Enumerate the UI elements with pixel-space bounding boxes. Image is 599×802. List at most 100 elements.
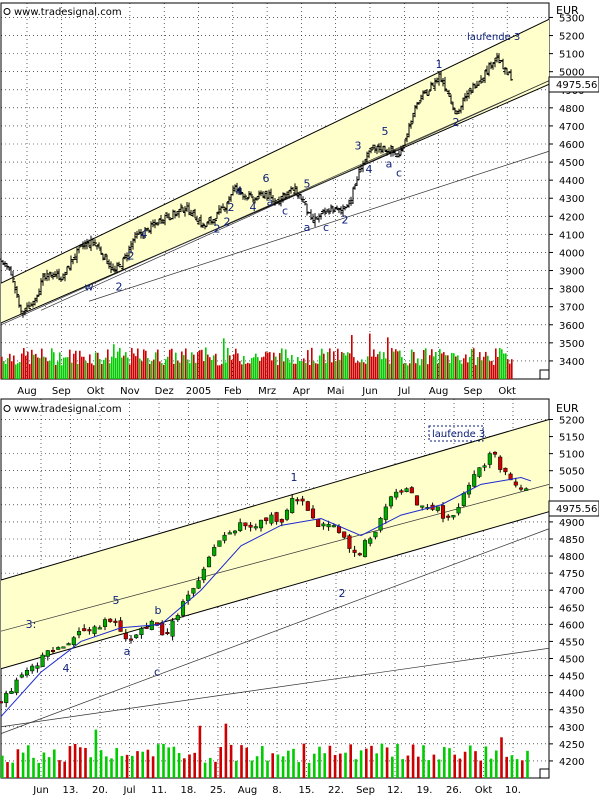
bottom-last-price-box <box>548 500 599 517</box>
y-tick-label: 3700 <box>559 303 584 314</box>
candle-down <box>108 618 113 622</box>
volume-bar <box>289 362 291 379</box>
x-tick-label: Aug <box>429 386 449 397</box>
top-watermark: www.tradesignal.com <box>14 7 122 18</box>
bottom-resize-handle[interactable] <box>539 768 550 779</box>
y-tick-label: 4200 <box>559 212 584 223</box>
volume-bar <box>177 360 179 379</box>
candle-down <box>118 620 123 632</box>
volume-bar <box>325 363 327 379</box>
volume-bar <box>309 365 311 379</box>
candle-down <box>165 632 170 635</box>
volume-bar <box>187 359 189 379</box>
volume-bar <box>237 353 239 379</box>
volume-bar <box>313 753 316 778</box>
x-tick-label: 10. <box>505 785 521 796</box>
volume-bar <box>241 364 243 379</box>
volume-bar <box>198 725 202 778</box>
top-y-axis: 3400 3500 3600 3700 3800 3900 4000 4100 4200 4300… <box>549 13 584 368</box>
volume-bar <box>58 760 61 778</box>
candle-up <box>227 532 232 535</box>
wave-label: 2 <box>224 215 231 228</box>
y-tick-label: 4400 <box>559 176 584 187</box>
volume-bar <box>203 361 205 379</box>
volume-bar <box>293 363 295 379</box>
candle-up <box>191 588 196 594</box>
volume-bar <box>99 359 101 379</box>
wave-label: 2 <box>339 587 346 600</box>
volume-bar <box>189 363 191 379</box>
candle-up <box>206 556 212 568</box>
candle-up <box>40 654 45 667</box>
volume-bar <box>65 357 67 379</box>
volume-bar <box>307 762 311 778</box>
candle-up <box>97 627 102 630</box>
top-watermark-icon <box>3 8 11 15</box>
candle-down <box>264 517 269 522</box>
candle-up <box>102 619 108 627</box>
wave-label: 5 <box>113 594 120 607</box>
volume-bar <box>5 363 7 379</box>
x-tick-label: Feb <box>224 386 242 397</box>
bottom-last-price: 4975.56 <box>556 504 597 515</box>
volume-bar <box>347 352 349 379</box>
volume-bar <box>503 353 505 379</box>
volume-bar <box>275 356 277 379</box>
volume-bar <box>459 360 461 379</box>
candle-up <box>435 506 440 511</box>
volume-bar <box>253 357 255 379</box>
volume-bar <box>63 761 66 778</box>
top-resize-handle[interactable] <box>539 369 550 380</box>
y-tick-label: 4800 <box>559 552 584 563</box>
volume-bar <box>448 748 451 778</box>
volume-bar <box>373 349 375 379</box>
volume-bar <box>173 363 175 379</box>
candle-up <box>76 631 82 636</box>
volume-bar <box>505 756 508 778</box>
volume-bar <box>359 750 363 778</box>
candle-down <box>440 505 446 519</box>
volume-bar <box>292 748 295 778</box>
volume-bar <box>509 363 511 379</box>
volume-bar <box>261 746 264 778</box>
candle-up <box>175 615 180 621</box>
volume-bar <box>27 351 29 379</box>
volume-bar <box>115 748 118 778</box>
candle-up <box>180 601 186 616</box>
volume-bar <box>161 363 163 379</box>
volume-bar <box>432 754 436 778</box>
volume-bar <box>473 348 475 379</box>
candle-up <box>290 498 295 513</box>
wave-label: b <box>155 604 162 617</box>
y-tick-label: 3900 <box>559 267 584 278</box>
volume-bar <box>19 362 21 379</box>
candle-up <box>404 488 409 493</box>
volume-bar <box>453 754 456 778</box>
channel-fill <box>1 419 549 669</box>
volume-bar <box>259 360 261 379</box>
volume-bar <box>349 353 351 379</box>
bottom-annotation-selection[interactable] <box>428 425 484 442</box>
volume-bar <box>485 351 487 379</box>
candle-up <box>284 509 290 520</box>
volume-bar <box>297 762 300 778</box>
y-tick-label: 5200 <box>559 32 584 43</box>
volume-bar <box>367 356 369 379</box>
volume-bar <box>441 353 443 379</box>
volume-bar <box>117 351 119 379</box>
wave-label: 2 <box>214 223 221 236</box>
volume-bar <box>240 745 243 778</box>
wave-label: c <box>323 221 329 234</box>
x-tick-label: 19. <box>417 785 433 796</box>
volume-bar <box>27 745 30 778</box>
y-tick-label: 4250 <box>559 740 584 751</box>
wave-label: 2 <box>128 250 135 263</box>
x-tick-label: Aug <box>238 785 258 796</box>
volume-bar <box>365 748 368 778</box>
candle-down <box>243 522 248 527</box>
bottom-moving-average <box>0 477 532 717</box>
volume-bar <box>399 350 401 379</box>
volume-bar <box>125 352 127 379</box>
volume-bar <box>94 729 98 778</box>
volume-bar <box>337 348 339 379</box>
